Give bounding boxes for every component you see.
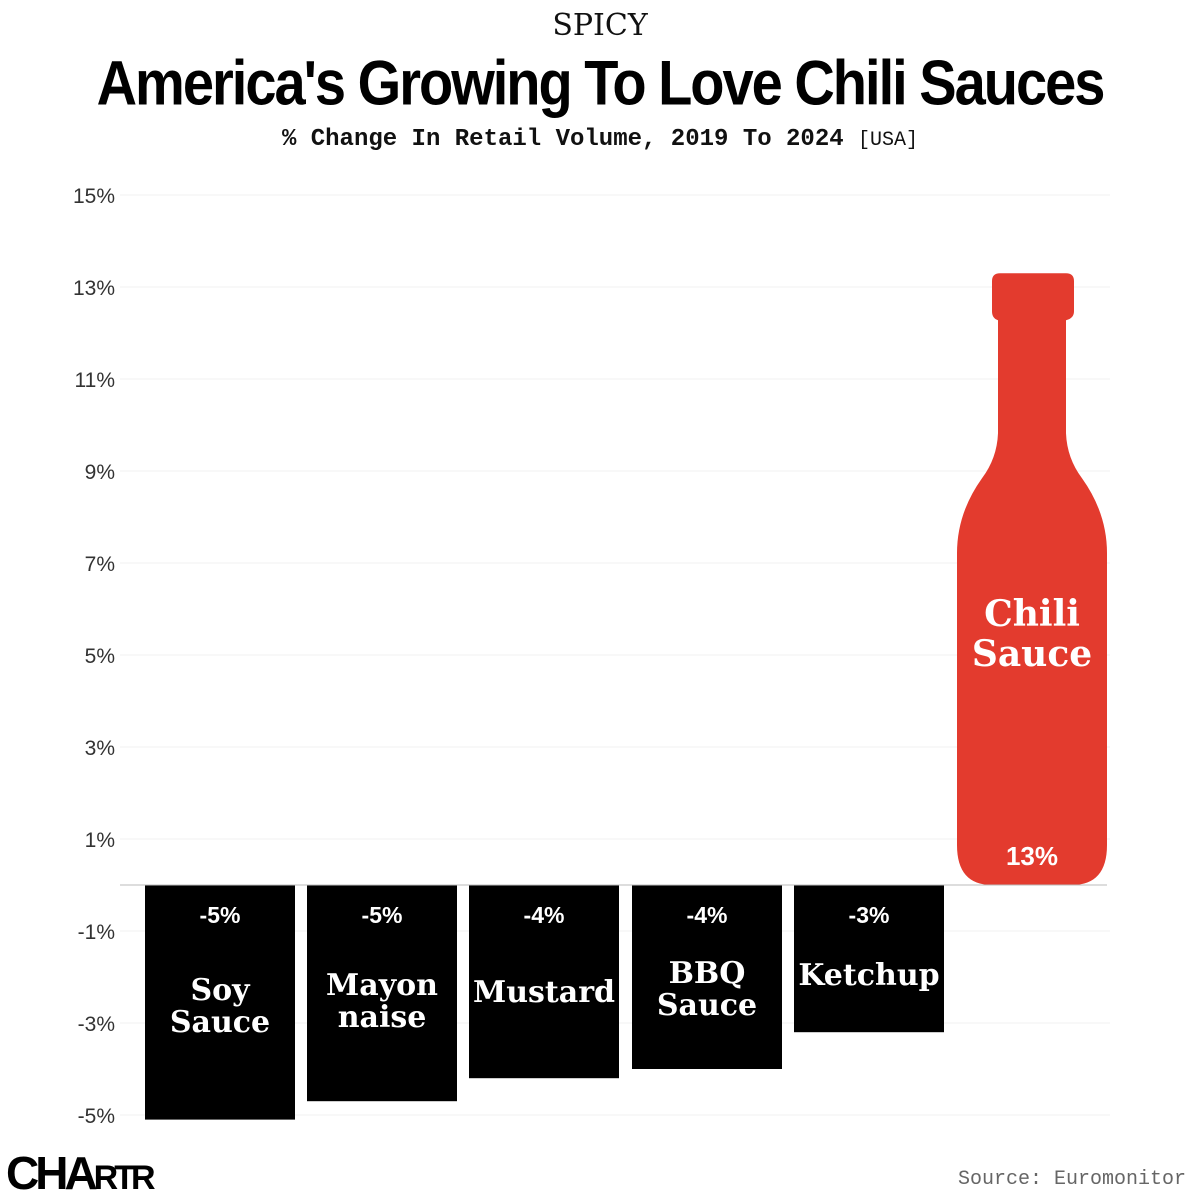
y-tick-label: 7% (85, 553, 115, 576)
y-tick-label: 11% (75, 369, 115, 392)
category-label: Ketchup (798, 958, 939, 993)
data-label: -3% (849, 902, 890, 928)
y-tick-label: 15% (73, 185, 115, 208)
y-tick-label: -1% (78, 921, 115, 944)
chart-title: America's Growing To Love Chili Sauces (96, 47, 1106, 118)
bar (632, 885, 782, 1069)
y-tick-label: -3% (78, 1013, 115, 1036)
subtitle-text: % Change In Retail Volume, 2019 To 2024 (281, 126, 844, 153)
bar (307, 885, 457, 1102)
data-label: -5% (200, 902, 241, 928)
category-label: naise (338, 1000, 427, 1035)
y-tick-label: 1% (85, 829, 115, 852)
chart-subtitle: % Change In Retail Volume, 2019 To 2024 … (0, 126, 1200, 153)
category-label: Mustard (473, 975, 615, 1010)
kicker: SPICY (552, 8, 648, 43)
category-label: Sauce (972, 633, 1092, 675)
category-label: BBQ (669, 956, 746, 991)
chartr-logo: CHARTR (6, 1147, 156, 1199)
source-note: Source: Euromonitor (957, 1168, 1186, 1191)
category-label: Chili (984, 593, 1080, 635)
category-label: Soy (190, 973, 251, 1008)
y-tick-label: 9% (85, 461, 115, 484)
y-tick-label: -5% (78, 1105, 115, 1128)
data-label: -5% (362, 902, 403, 928)
category-label: Sauce (170, 1005, 270, 1040)
bar (794, 885, 944, 1033)
y-tick-label: 3% (85, 737, 115, 760)
chili-bottle-bar (957, 273, 1107, 885)
data-label: -4% (687, 902, 728, 928)
y-tick-label: 13% (73, 277, 115, 300)
bar (469, 885, 619, 1079)
bar (145, 885, 295, 1120)
data-label: -4% (524, 902, 565, 928)
data-label: 13% (1006, 841, 1058, 871)
category-label: Mayon (326, 968, 438, 1003)
category-label: Sauce (657, 988, 757, 1023)
y-tick-label: 5% (85, 645, 115, 668)
subtitle-tag: [USA] (858, 129, 919, 152)
